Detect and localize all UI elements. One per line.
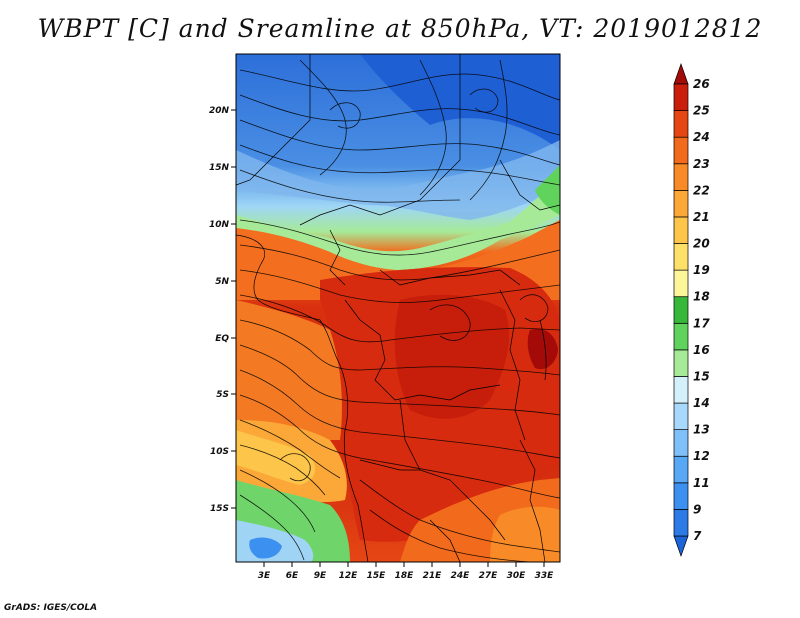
lon-label-21e: 21E [423,571,443,581]
colorbar-label: 13 [693,423,710,437]
lon-label-6e: 6E [286,571,299,581]
colorbar-label: 14 [693,396,710,410]
colorbar-bottom-arrow [673,535,689,558]
lat-label-15n: 15N [209,163,230,173]
lat-label-5s: 5S [216,390,229,400]
colorbar-top-arrow [673,62,689,85]
lat-label-eq: EQ [215,334,229,344]
lat-label-5n: 5N [215,277,229,287]
colorbar-label: 11 [693,476,710,490]
colorbar-label: 25 [693,104,710,118]
lat-label-10s: 10S [210,447,229,457]
lon-axis: 3E 6E 9E 12E 15E 18E 21E 24E 27E 30E 33E [258,562,554,581]
grads-credit: GrADS: IGES/COLA [4,603,98,613]
colorbar-label: 7 [693,529,702,543]
colorbar-segment [673,83,689,111]
lon-label-15e: 15E [367,571,387,581]
lon-label-24e: 24E [451,571,471,581]
colorbar-label: 18 [693,290,710,304]
country-borders [236,54,560,562]
streamlines [239,59,560,562]
colorbar-label: 23 [693,157,710,171]
colorbar-segment [673,296,689,324]
wbpt-field [236,54,560,562]
colorbar-label: 26 [693,77,710,91]
colorbar-label: 20 [693,237,710,251]
chart-title: WBPT [C] and Sreamline at 850hPa, VT: 20… [37,14,763,43]
colorbar-segment [673,455,689,484]
colorbar-segment [673,482,689,510]
lon-label-33e: 33E [535,571,555,581]
colorbar-segment [673,216,689,244]
colorbar-segment [673,163,689,191]
lon-label-12e: 12E [339,571,359,581]
lon-label-9e: 9E [314,571,327,581]
colorbar-label: 22 [693,183,710,197]
colorbar-segment [673,429,689,457]
colorbar-label: 12 [693,449,710,463]
colorbar-segment [673,269,689,298]
colorbar-label: 19 [693,263,710,277]
colorbar-segment [673,322,689,351]
colorbar: 7 9 11 12 13 14 15 16 17 18 19 20 21 22 23 24 25 26 [673,62,710,558]
lat-label-20n: 20N [209,106,230,116]
lon-label-27e: 27E [479,571,499,581]
lon-label-30e: 30E [507,571,527,581]
colorbar-segment [673,190,689,218]
colorbar-label: 16 [693,343,710,357]
colorbar-segment [673,402,689,430]
map-frame [235,53,561,563]
lon-label-3e: 3E [258,571,271,581]
colorbar-label: 24 [693,130,710,144]
colorbar-segment [673,243,689,271]
lat-label-15s: 15S [210,504,229,514]
lon-label-18e: 18E [395,571,415,581]
colorbar-segment [673,136,689,165]
colorbar-label: 17 [693,316,710,330]
colorbar-label: 21 [693,210,710,224]
colorbar-segment [673,110,689,138]
colorbar-segment [673,376,689,404]
lat-label-10n: 10N [209,220,230,230]
colorbar-label: 15 [693,369,710,383]
lat-axis: 20N 15N 10N 5N EQ 5S 10S 15S [209,106,236,514]
colorbar-label: 9 [693,502,701,516]
colorbar-segment [673,349,689,377]
colorbar-segment [673,509,689,537]
